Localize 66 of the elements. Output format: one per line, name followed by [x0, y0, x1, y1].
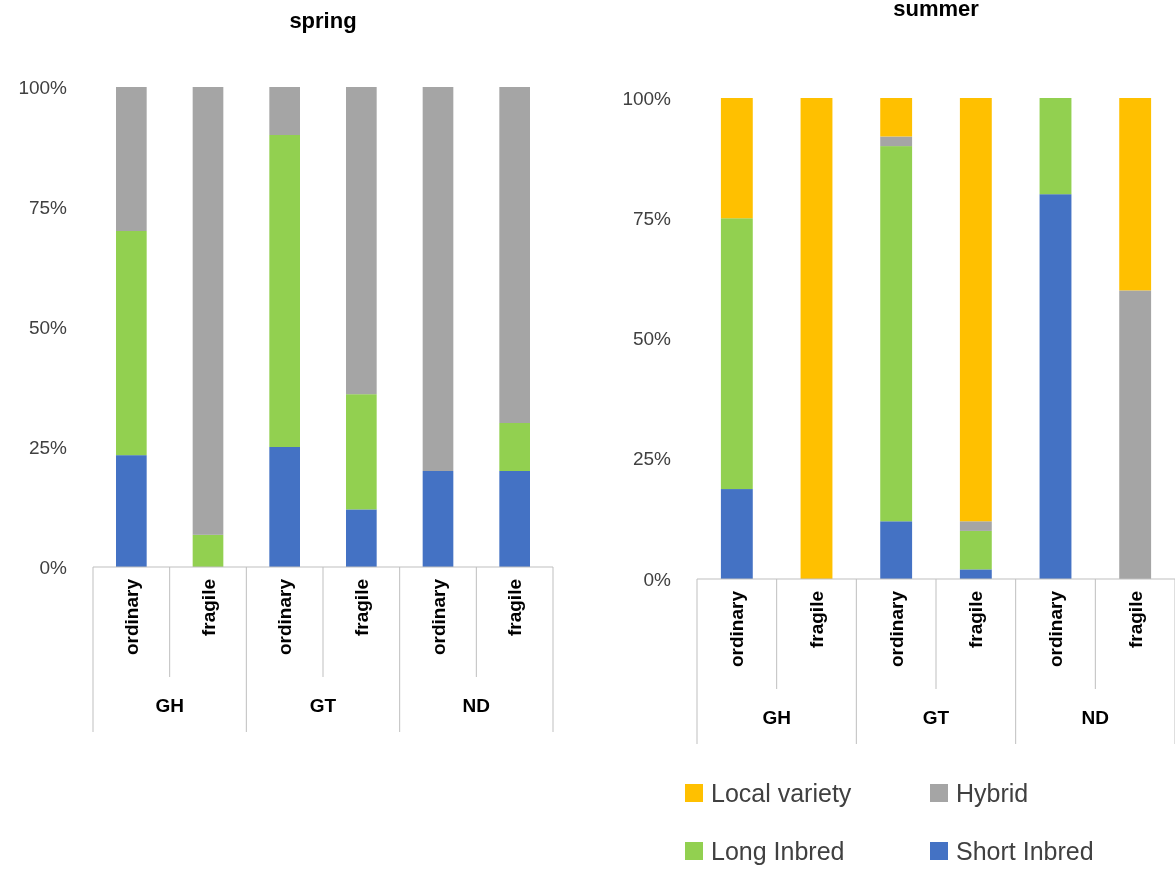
- y-tick-label: 25%: [28, 436, 68, 458]
- bar: [346, 87, 377, 395]
- y-tick-label: 25%: [632, 448, 672, 470]
- y-tick-label: 50%: [28, 316, 68, 338]
- text: GH: [762, 707, 791, 728]
- bar: [499, 87, 530, 423]
- y-tick-label: 100%: [622, 87, 672, 109]
- x-tick-label: fragile: [197, 579, 219, 637]
- bar: [1119, 290, 1152, 579]
- bar: [116, 231, 147, 456]
- legend-label: Long Inbred: [711, 836, 845, 865]
- bar: [1039, 98, 1072, 195]
- x-tick-label: ordinary: [1045, 590, 1067, 668]
- y-tick-label: 75%: [632, 207, 672, 229]
- bar: [269, 87, 300, 135]
- y-tick-label: 50%: [632, 328, 672, 350]
- bar: [959, 98, 992, 522]
- y-tick-label: 0%: [39, 556, 68, 578]
- bar: [720, 218, 753, 490]
- bar: [116, 87, 147, 231]
- text: GT: [309, 695, 337, 716]
- text: ND: [1081, 707, 1110, 728]
- chart-title: spring: [289, 8, 357, 33]
- x-tick-label: ordinary: [274, 578, 296, 656]
- text: GT: [922, 707, 950, 728]
- bar: [880, 98, 913, 137]
- legend-label: Local variety: [711, 778, 852, 807]
- bar: [959, 521, 992, 531]
- bar: [720, 489, 753, 579]
- text: GH: [155, 695, 184, 716]
- x-tick-label: fragile: [1124, 591, 1146, 649]
- y-tick-label: 0%: [643, 568, 672, 590]
- x-tick-label: fragile: [965, 591, 987, 649]
- bar: [880, 521, 913, 579]
- x-tick-label: fragile: [806, 591, 828, 649]
- x-tick-label: fragile: [504, 579, 526, 637]
- chart-title: summer: [893, 0, 980, 21]
- bar: [959, 569, 992, 579]
- bar: [422, 471, 454, 567]
- legend-label: Hybrid: [956, 778, 1029, 807]
- x-tick-label: ordinary: [427, 578, 449, 656]
- legend-label: Short Inbred: [956, 836, 1094, 865]
- bar: [1119, 98, 1152, 291]
- bar: [116, 455, 147, 567]
- x-tick-label: ordinary: [885, 590, 907, 668]
- bar: [422, 87, 454, 471]
- bar: [192, 87, 224, 535]
- bar: [1039, 194, 1072, 579]
- bar: [269, 135, 300, 447]
- bar: [720, 98, 753, 219]
- bar: [880, 146, 913, 522]
- bar: [269, 447, 300, 567]
- y-tick-label: 100%: [18, 76, 68, 98]
- bar: [499, 423, 530, 471]
- bar: [192, 534, 224, 567]
- bar: [959, 530, 992, 570]
- x-tick-label: ordinary: [726, 590, 748, 668]
- text: ND: [462, 695, 491, 716]
- x-tick-label: fragile: [350, 579, 372, 637]
- x-tick-label: ordinary: [120, 578, 142, 656]
- y-tick-label: 75%: [28, 196, 68, 218]
- bar: [346, 509, 377, 567]
- bar: [880, 136, 913, 147]
- bar: [499, 471, 530, 567]
- bar: [800, 98, 833, 579]
- bar: [346, 394, 377, 510]
